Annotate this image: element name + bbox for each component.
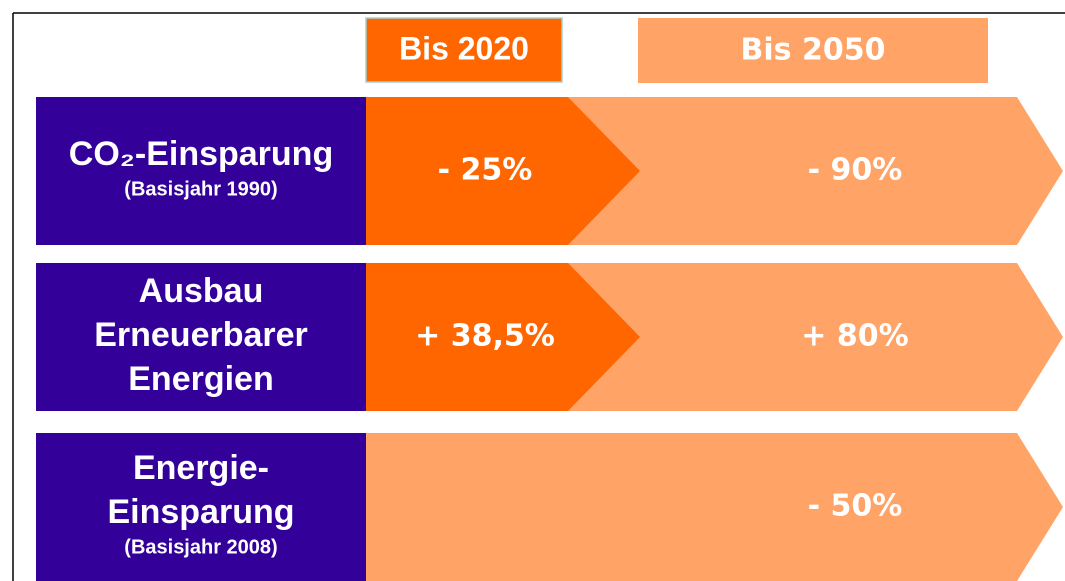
row-label: Energie- [133,449,269,487]
row-label-box [36,433,366,581]
row-label: Erneuerbarer [94,316,308,354]
header-2050-text: Bis 2050 [741,33,886,68]
value-2050: - 50% [808,489,903,524]
row-sublabel: (Basisjahr 1990) [124,178,277,200]
row-label: Energien [128,360,273,398]
row-label: CO₂-Einsparung [69,135,333,173]
header-2050 [638,18,988,83]
row-label: Ausbau [139,272,264,310]
arrow-2020 [366,263,640,411]
value-2020: + 38,5% [415,319,555,354]
value-2050: + 80% [801,319,908,354]
arrow-2050 [366,433,1063,581]
row-label-box [36,263,366,411]
row-label-box [36,97,366,245]
header-2020 [365,17,563,83]
row-label: Einsparung [107,493,294,531]
value-2020: - 25% [438,153,533,188]
header-2020-text: Bis 2020 [399,30,529,66]
value-2050: - 90% [808,153,903,188]
row-sublabel: (Basisjahr 2008) [124,536,277,558]
arrow-2020 [366,97,640,245]
